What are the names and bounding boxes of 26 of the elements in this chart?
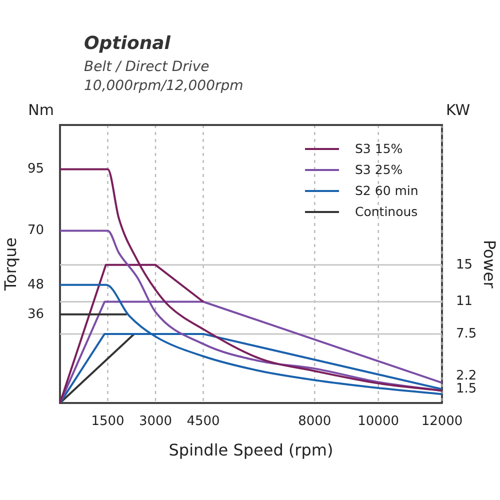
y2-tick-label: 1.5 (456, 382, 477, 397)
x-tick-label: 12000 (421, 414, 463, 430)
y2-axis-title: Power (480, 240, 500, 289)
x-tick-label: 8000 (298, 414, 332, 430)
y2-tick-label: 11 (456, 294, 473, 310)
chart-title: Optional (84, 33, 170, 54)
legend-label: S3 25% (355, 162, 403, 177)
x-tick-label: 3000 (138, 414, 172, 430)
y2-tick-label: 2.2 (456, 368, 477, 384)
x-tick-label: 10000 (358, 414, 400, 430)
y-tick-label: 36 (27, 306, 44, 322)
x-tick-label: 1500 (91, 414, 124, 430)
legend-label: S3 15% (355, 141, 403, 156)
y2-tick-label: 15 (456, 257, 473, 272)
text: KW (446, 100, 470, 119)
x-axis-title: Spindle Speed (rpm) (168, 440, 334, 460)
y2-tick-label: 7.5 (456, 326, 477, 342)
text: Nm (28, 100, 54, 119)
legend-label: S2 60 min (355, 183, 418, 198)
y-tick-label: 95 (27, 162, 44, 177)
chart-subtitle: Belt / Direct Drive 10,000rpm/12,000rpm (84, 58, 244, 96)
legend-label: Continous (355, 204, 418, 219)
y-tick-label: 48 (27, 277, 44, 292)
y-tick-label: 70 (27, 223, 44, 238)
x-tick-label: 4500 (186, 414, 220, 430)
y-axis-title: Torque (0, 237, 20, 292)
